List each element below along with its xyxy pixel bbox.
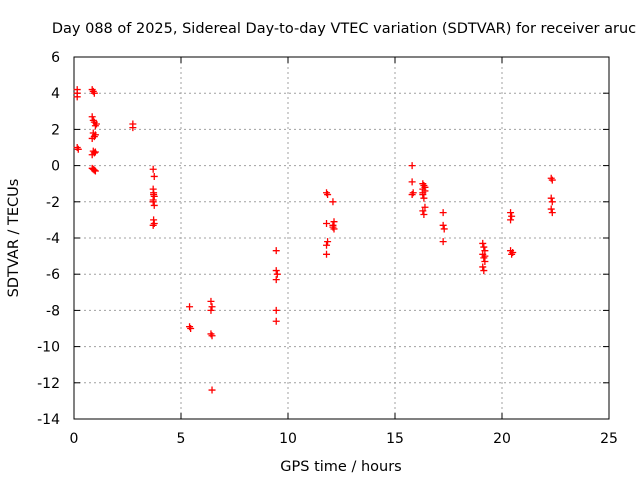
- data-point: [273, 270, 281, 278]
- x-tick-labels: 0 5 10 15 20 25: [70, 431, 618, 447]
- data-point: [149, 221, 157, 229]
- data-point: [439, 221, 447, 229]
- data-point: [272, 317, 280, 325]
- data-point: [272, 247, 280, 255]
- data-point: [208, 332, 216, 340]
- data-point: [208, 386, 216, 394]
- y-tick-label: -4: [46, 231, 60, 247]
- data-point: [88, 164, 96, 172]
- data-point: [323, 250, 331, 258]
- x-tick-label: 25: [600, 431, 618, 447]
- data-point: [507, 209, 515, 217]
- data-point: [509, 248, 517, 256]
- y-tick-label: -12: [37, 376, 60, 392]
- data-point: [272, 276, 280, 284]
- data-point: [479, 239, 487, 247]
- data-point: [440, 225, 448, 233]
- x-tick-label: 15: [386, 431, 404, 447]
- data-point: [74, 145, 82, 153]
- data-point: [548, 176, 556, 184]
- data-point: [408, 178, 416, 186]
- data-point: [150, 201, 158, 209]
- data-point: [149, 165, 157, 173]
- data-point: [272, 306, 280, 314]
- data-point: [547, 205, 555, 213]
- y-tick-label: -2: [46, 195, 60, 211]
- data-point: [329, 223, 337, 231]
- points-layer: [73, 86, 556, 394]
- data-point: [324, 191, 332, 199]
- x-tick-label: 10: [279, 431, 297, 447]
- data-point: [129, 124, 137, 132]
- data-point: [91, 131, 99, 139]
- data-point: [150, 191, 158, 199]
- data-point: [88, 151, 96, 159]
- data-point: [186, 303, 194, 311]
- data-point: [480, 243, 488, 251]
- data-point: [149, 198, 157, 206]
- data-point: [421, 203, 429, 211]
- y-tick-label: 4: [51, 86, 60, 102]
- data-point: [548, 198, 556, 206]
- data-point: [419, 189, 427, 197]
- data-point: [479, 263, 487, 271]
- y-tick-label: -14: [37, 412, 60, 428]
- data-point: [88, 113, 96, 121]
- y-axis-label: SDTVAR / TECUs: [6, 179, 22, 298]
- data-point: [150, 172, 158, 180]
- grid-layer: [74, 57, 609, 419]
- data-point: [547, 194, 555, 202]
- data-point: [208, 303, 216, 311]
- data-point: [480, 267, 488, 275]
- y-tick-labels: -14 -12 -10 -8 -6 -4 -2 0 2 4 6: [37, 50, 60, 428]
- x-axis-label: GPS time / hours: [280, 459, 401, 475]
- data-point: [92, 120, 100, 128]
- chart-title: Day 088 of 2025, Sidereal Day-to-day VTE…: [52, 21, 636, 37]
- data-point: [420, 194, 428, 202]
- data-point: [408, 191, 416, 199]
- data-point: [88, 134, 96, 142]
- data-point: [323, 241, 331, 249]
- data-point: [330, 218, 338, 226]
- y-tick-label: -6: [46, 267, 60, 283]
- y-tick-label: -8: [46, 303, 60, 319]
- data-point: [207, 297, 215, 305]
- data-point: [439, 209, 447, 217]
- data-point: [419, 207, 427, 215]
- data-point: [481, 252, 489, 260]
- data-point: [324, 238, 332, 246]
- y-tick-label: -10: [37, 340, 60, 356]
- x-tick-label: 0: [70, 431, 79, 447]
- data-point: [420, 210, 428, 218]
- data-point: [421, 183, 429, 191]
- data-point: [548, 209, 556, 217]
- data-point: [73, 93, 81, 101]
- data-point: [508, 212, 516, 220]
- data-point: [187, 325, 195, 332]
- data-point: [507, 216, 515, 224]
- x-tick-label: 20: [493, 431, 511, 447]
- x-tick-label: 5: [177, 431, 186, 447]
- y-tick-label: 6: [51, 50, 60, 66]
- data-point: [323, 220, 331, 228]
- data-point: [272, 267, 280, 275]
- data-point: [439, 238, 447, 246]
- data-point: [207, 306, 215, 314]
- data-point: [408, 162, 416, 170]
- y-tick-label: 0: [51, 159, 60, 175]
- data-point: [90, 89, 98, 97]
- y-tick-label: 2: [51, 122, 60, 138]
- data-point: [329, 198, 337, 206]
